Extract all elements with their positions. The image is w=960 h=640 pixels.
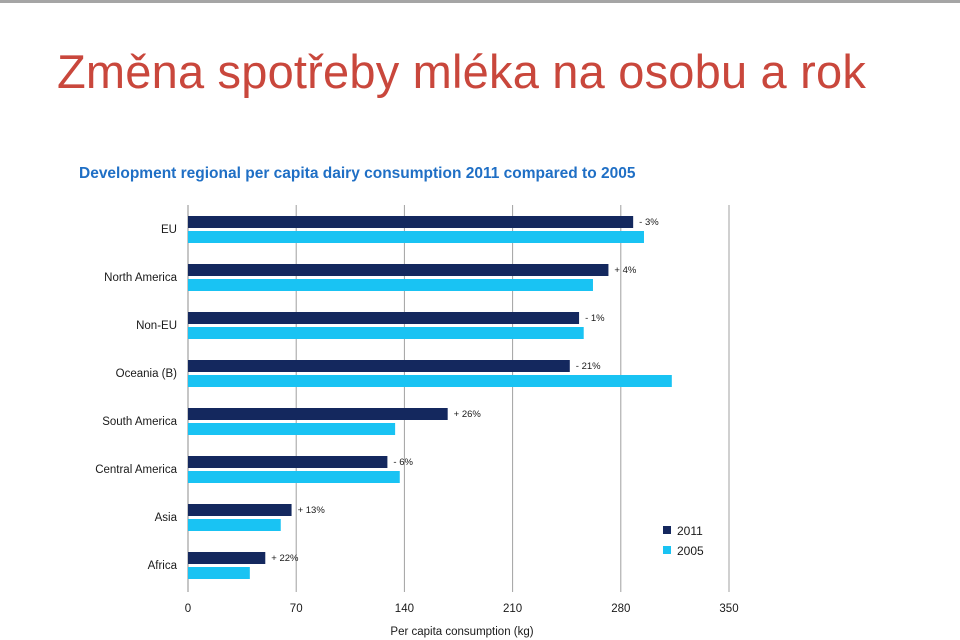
change-label: - 21%: [576, 361, 601, 372]
category-label: South America: [102, 416, 177, 428]
bar-2011: [188, 312, 580, 324]
change-label: - 3%: [639, 217, 659, 228]
change-label: + 22%: [271, 553, 299, 564]
change-label: - 6%: [393, 457, 413, 468]
legend-label-2011: 2011: [677, 524, 703, 538]
chart-title: Development regional per capita dairy co…: [79, 165, 636, 182]
bar-2005: [188, 519, 281, 531]
bar-2011: [188, 216, 634, 228]
change-label: + 26%: [454, 409, 482, 420]
bar-2005: [188, 471, 400, 483]
bar-2011: [188, 360, 570, 372]
bar-2011: [188, 552, 266, 564]
x-axis-title: Per capita consumption (kg): [390, 626, 533, 638]
legend-swatch-2005: [663, 546, 671, 554]
change-label: + 13%: [298, 505, 326, 516]
grid-layer: [187, 205, 730, 592]
bar-2011: [188, 456, 388, 468]
bar-2005: [188, 327, 584, 339]
change-label: + 4%: [614, 265, 636, 276]
labels-layer: 0 70 140 210 280 350 EU - 3% North America + 4% No…: [95, 217, 738, 615]
bar-2005: [188, 567, 250, 579]
bar-2011: [188, 264, 609, 276]
x-tick-label: 70: [290, 603, 303, 615]
category-label: Africa: [148, 560, 178, 572]
bars-layer: [188, 216, 672, 579]
bar-2005: [188, 423, 396, 435]
x-tick-label: 280: [611, 603, 630, 615]
bar-2011: [188, 408, 448, 420]
bar-2005: [188, 279, 593, 291]
legend: 2011 2005: [663, 524, 704, 558]
x-tick-label: 350: [719, 603, 738, 615]
legend-label-2005: 2005: [677, 544, 704, 558]
x-tick-label: 0: [185, 603, 191, 615]
legend-swatch-2011: [663, 526, 671, 534]
change-label: - 1%: [585, 313, 605, 324]
slide-title: Změna spotřeby mléka na osobu a rok: [57, 45, 867, 98]
bar-2011: [188, 504, 292, 516]
top-rule: [0, 0, 960, 3]
x-tick-label: 210: [503, 603, 522, 615]
bar-2005: [188, 375, 672, 387]
category-label: Asia: [155, 512, 178, 524]
category-label: Non-EU: [136, 320, 177, 332]
category-label: North America: [104, 272, 177, 284]
category-label: EU: [161, 224, 177, 236]
category-label: Oceania (B): [116, 368, 178, 380]
category-label: Central America: [95, 464, 177, 476]
bar-2005: [188, 231, 644, 243]
x-tick-label: 140: [395, 603, 414, 615]
